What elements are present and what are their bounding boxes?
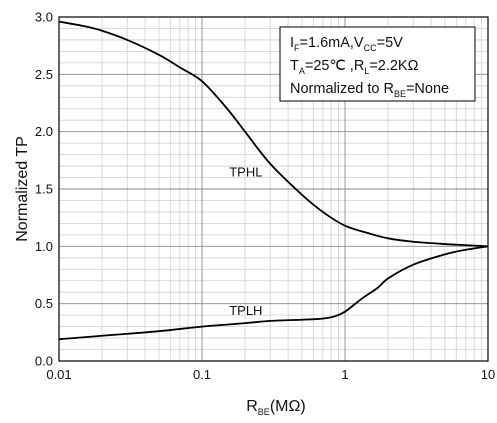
y-tick-label: 2.5 <box>35 67 53 82</box>
annotation-line-2: TA=25℃ ,RL=2.2KΩ <box>290 58 419 76</box>
y-tick-label: 2.0 <box>35 124 53 139</box>
x-tick-labels: 0.01 0.1 1 10 <box>46 367 495 382</box>
y-tick-label: 1.0 <box>35 239 53 254</box>
x-tick-label: 0.1 <box>193 367 211 382</box>
series-lines <box>58 20 489 341</box>
series-label-tplh: TPLH <box>229 303 262 318</box>
annotation-box: IF=1.6mA,VCC=5V TA=25℃ ,RL=2.2KΩ Normali… <box>279 26 476 102</box>
series-label-tphl: TPHL <box>229 164 262 179</box>
annotation-line-1: IF=1.6mA,VCC=5V <box>290 35 403 53</box>
annotation-line-3: Normalized to RBE=None <box>290 81 449 99</box>
y-tick-label: 0.5 <box>35 296 53 311</box>
y-tick-label: 1.5 <box>35 182 53 197</box>
y-tick-label: 0.0 <box>35 354 53 369</box>
x-axis-title: RBE(MΩ) <box>246 398 306 417</box>
y-tick-label: 3.0 <box>35 10 53 25</box>
y-tick-labels: 0.0 0.5 1.0 1.5 2.0 2.5 3.0 <box>35 10 53 369</box>
series-line-tphl <box>58 20 489 248</box>
plot-frame <box>58 16 489 362</box>
annotation-frame <box>279 26 476 102</box>
series-labels: TPHL TPLH <box>229 164 262 318</box>
series-line-tplh <box>58 245 489 341</box>
y-axis-title: Normalized TP <box>14 136 31 242</box>
x-tick-label: 10 <box>481 367 495 382</box>
x-tick-label: 0.01 <box>46 367 71 382</box>
x-tick-label: 1 <box>341 367 348 382</box>
